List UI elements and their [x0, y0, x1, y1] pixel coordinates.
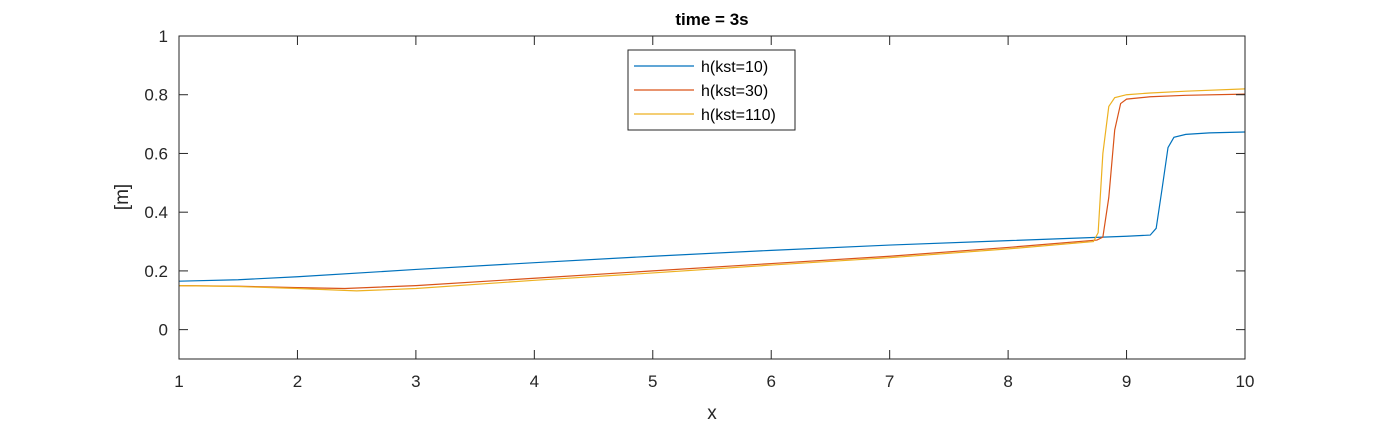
chart-title: time = 3s — [675, 10, 748, 29]
x-tick-labels: 1 2 3 4 5 6 7 8 9 10 — [174, 372, 1254, 391]
series-line-1 — [178, 131, 1246, 282]
y-tick-label: 1 — [159, 27, 168, 46]
legend-label: h(kst=110) — [701, 107, 776, 124]
legend: h(kst=10) h(kst=30) h(kst=110) — [627, 49, 796, 131]
x-tick-label: 5 — [648, 372, 657, 391]
y-tick-label: 0.2 — [144, 262, 168, 281]
axes-layer — [178, 35, 1246, 360]
y-tick-label: 0.6 — [144, 144, 168, 163]
x-tick-label: 3 — [411, 372, 420, 391]
legend-label: h(kst=10) — [701, 59, 768, 76]
x-tick-label: 1 — [174, 372, 183, 391]
x-tick-label: 10 — [1236, 372, 1255, 391]
series-layer — [178, 88, 1246, 292]
x-tick-label: 9 — [1122, 372, 1131, 391]
x-tick-label: 4 — [530, 372, 539, 391]
series-line-2 — [178, 93, 1246, 290]
series-line-3 — [178, 88, 1246, 292]
x-tick-label: 7 — [885, 372, 894, 391]
x-tick-label: 2 — [293, 372, 302, 391]
axes-box — [178, 35, 1246, 360]
y-tick-labels: 0 0.2 0.4 0.6 0.8 1 — [144, 27, 168, 340]
y-axis-label: [m] — [112, 184, 133, 210]
x-axis-label: x — [707, 403, 717, 424]
x-tick-label: 8 — [1003, 372, 1012, 391]
y-tick-label: 0.4 — [144, 203, 168, 222]
legend-label: h(kst=30) — [701, 83, 768, 100]
y-tick-label: 0 — [159, 321, 168, 340]
y-tick-label: 0.8 — [144, 86, 168, 105]
x-tick-label: 6 — [766, 372, 775, 391]
